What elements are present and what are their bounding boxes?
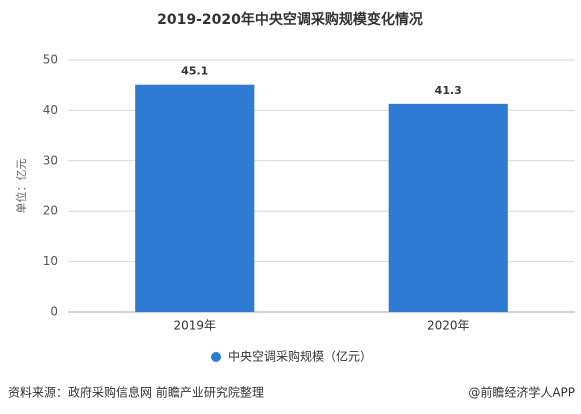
x-tick-label: 2020年 (427, 319, 470, 333)
y-axis-label: 单位：亿元 (14, 159, 28, 214)
y-tick-label: 50 (43, 53, 58, 67)
value-label: 41.3 (435, 84, 462, 97)
legend-label: 中央空调采购规模（亿元） (228, 349, 372, 364)
bar (388, 103, 508, 313)
value-label: 45.1 (181, 65, 208, 78)
y-tick-label: 0 (50, 305, 58, 319)
credit: @前瞻经济学人APP (468, 385, 575, 400)
y-tick-label: 10 (43, 254, 58, 268)
chart-title: 2019-2020年中央空调采购规模变化情况 (157, 11, 423, 28)
x-tick-label: 2019年 (173, 319, 216, 333)
y-tick-label: 30 (43, 153, 58, 167)
bar (135, 84, 255, 312)
legend-marker (211, 352, 221, 362)
source: 资料来源：政府采购信息网 前瞻产业研究院整理 (8, 385, 264, 400)
y-tick-label: 40 (43, 103, 58, 117)
y-tick-label: 20 (43, 204, 58, 218)
